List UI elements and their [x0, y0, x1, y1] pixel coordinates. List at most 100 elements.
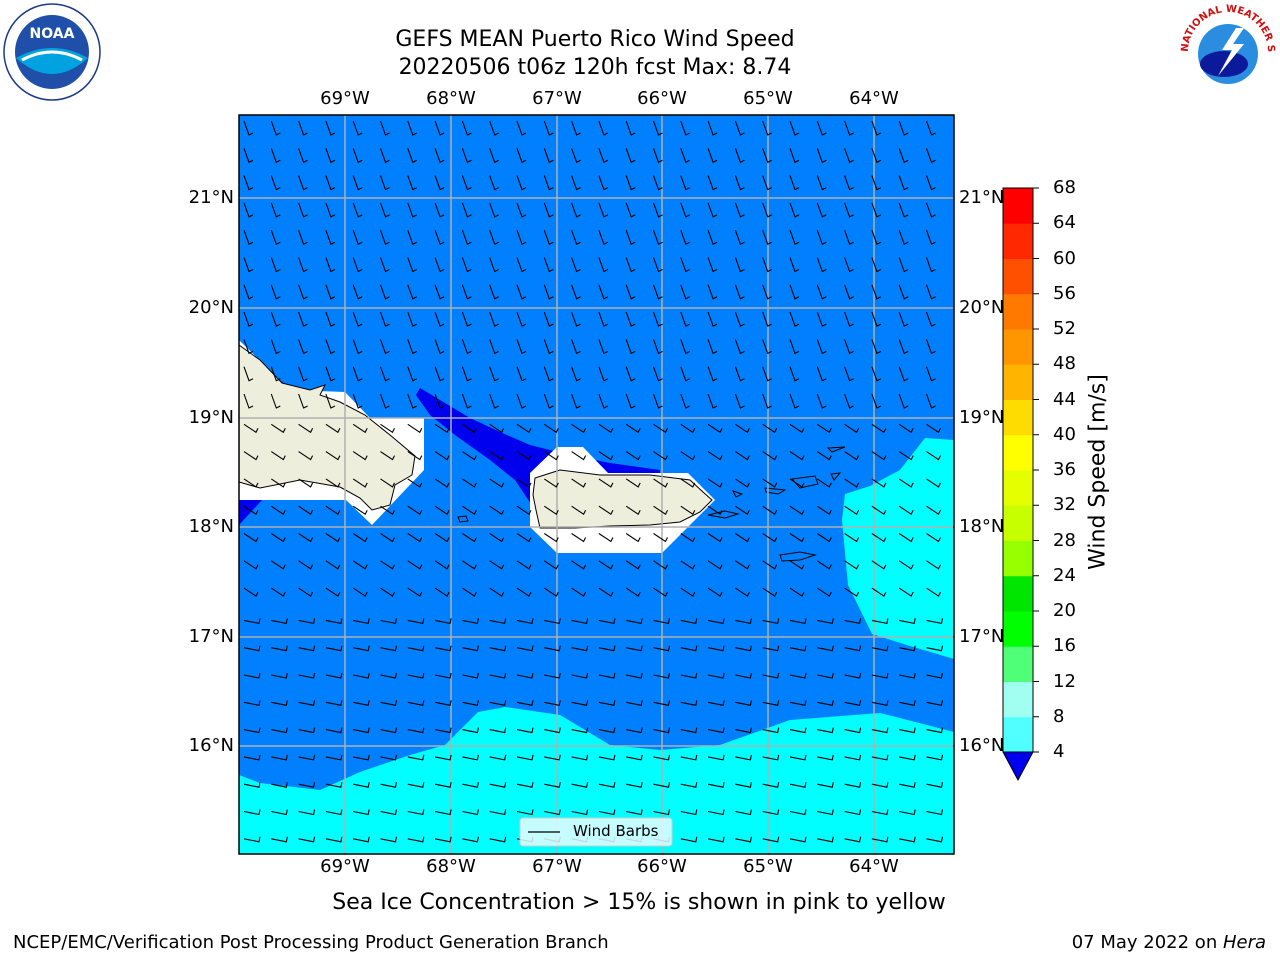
wind-barb [707, 809, 725, 816]
wind-barb [762, 672, 780, 679]
colorbar-bin [1003, 329, 1033, 365]
wind-barb [707, 284, 718, 300]
wind-barb [871, 809, 889, 816]
colorbar-tick-label: 44 [1053, 388, 1076, 410]
wind-barb [598, 423, 614, 434]
wind-barb [243, 618, 261, 625]
wind-barb [516, 505, 532, 516]
wind-barb [707, 148, 718, 164]
wind-barb [243, 175, 254, 191]
wind-barb [653, 423, 668, 434]
wind-barb [653, 533, 668, 543]
wind-barb [298, 645, 316, 652]
wind-barb [925, 393, 936, 409]
wind-barb [298, 754, 316, 761]
wind-barb [871, 782, 889, 788]
wind-barb [243, 230, 254, 245]
wind-barb [544, 645, 561, 652]
wind-barb [407, 700, 425, 706]
wind-barb [707, 836, 725, 843]
wind-barb [462, 618, 479, 625]
wind-barb [598, 257, 609, 273]
wind-barb [270, 587, 286, 597]
wind-barb [489, 148, 499, 164]
wind-barb [653, 645, 671, 652]
noaa-logo: NOAA [3, 3, 101, 101]
wind-barb [625, 423, 641, 434]
wind-barb [298, 618, 316, 625]
wind-barb [625, 478, 641, 488]
wind-barb [680, 393, 691, 409]
wind-barb [489, 836, 507, 843]
wind-barb [543, 148, 554, 164]
wind-barb [380, 836, 398, 843]
wind-barb [352, 366, 363, 382]
wind-barb [789, 809, 807, 816]
wind-barb [653, 672, 671, 679]
wind-barb [735, 754, 752, 761]
wind-barb [434, 836, 452, 843]
wind-barb [653, 560, 668, 570]
wind-barb [925, 120, 936, 136]
wind-barbs [243, 120, 944, 843]
wind-barb [653, 618, 671, 625]
map-frame [238, 114, 955, 855]
wind-barb [434, 782, 452, 788]
wind-barb [707, 175, 718, 191]
wind-barb [243, 809, 261, 816]
wind-barb [270, 120, 281, 136]
wind-barb [844, 366, 854, 382]
wind-barb [762, 587, 778, 597]
wind-barb [544, 809, 561, 816]
wind-barb [925, 339, 936, 355]
wind-barb [461, 284, 472, 300]
wind-barb [543, 120, 554, 136]
wind-barb [516, 451, 532, 461]
wind-barb [871, 120, 882, 136]
wind-barb [434, 366, 445, 382]
wind-barb [298, 727, 316, 734]
wind-barb [543, 311, 554, 327]
wind-barb [270, 423, 286, 434]
wind-barb [926, 836, 944, 843]
wind-barb [816, 257, 827, 273]
wind-barb [789, 257, 800, 273]
wind-barb [462, 560, 477, 570]
wind-barb [462, 836, 479, 843]
wind-barb [407, 533, 423, 543]
wind-barb [680, 836, 698, 843]
wind-barb [434, 560, 450, 570]
wind-barb [653, 505, 668, 516]
wind-barb [571, 339, 581, 355]
wind-barb [734, 175, 745, 191]
wind-barb [325, 505, 341, 516]
wind-barb [243, 754, 261, 761]
wind-barb [844, 393, 854, 409]
wind-barb [762, 148, 772, 164]
wind-barb [298, 672, 316, 679]
lat-label-left: 17°N [188, 626, 234, 647]
chart-subtitle: 20220506 t06z 120h fcst Max: 8.74 [398, 55, 792, 80]
lon-label-top: 64°W [849, 88, 899, 109]
wind-barb [817, 754, 834, 761]
wind-barb [325, 836, 343, 843]
colorbar-tick-label: 36 [1053, 459, 1076, 480]
colorbar-tick-label: 48 [1053, 353, 1076, 375]
lat-label-left: 18°N [188, 516, 234, 537]
wind-barb [598, 284, 609, 300]
wind-barb [762, 809, 780, 816]
wind-barb [543, 175, 554, 191]
wind-barb [898, 393, 909, 409]
lat-label-right: 21°N [959, 187, 1005, 208]
wind-barb [243, 836, 261, 843]
wind-barb [379, 339, 390, 355]
wind-barb [434, 478, 450, 488]
wind-barb [762, 533, 778, 543]
wind-barb [598, 533, 614, 543]
colorbar-tick-label: 40 [1053, 423, 1076, 445]
wind-barb [352, 533, 368, 543]
wind-barb [270, 311, 281, 327]
wind-barb [762, 339, 772, 355]
wind-barb [270, 560, 286, 570]
wind-barb [926, 533, 941, 543]
